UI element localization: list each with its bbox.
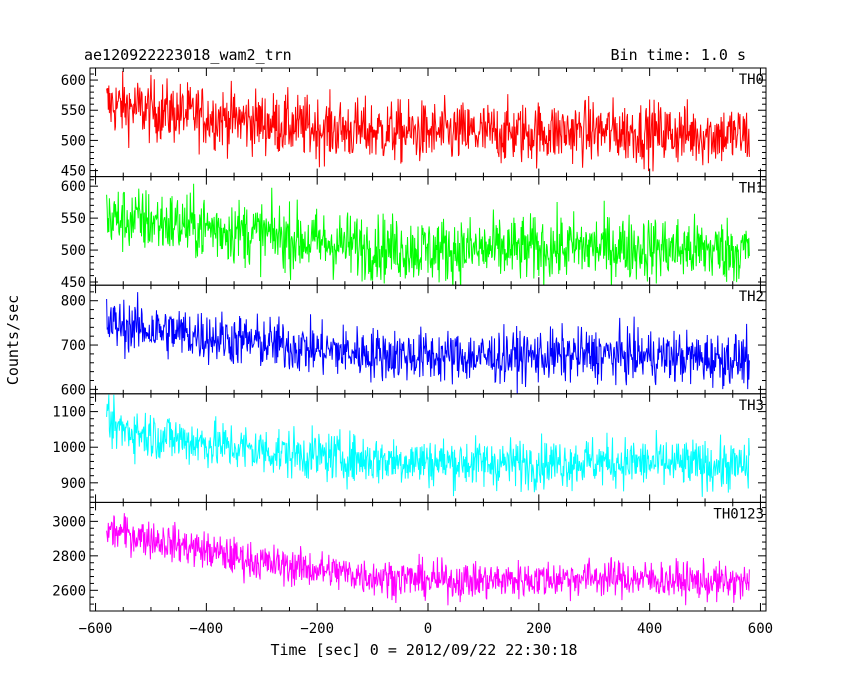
panel-label-th0: TH0 [739,72,764,88]
series-line-th3 [106,394,750,497]
y-tick-label: 3000 [52,514,86,530]
x-tick-label: 400 [637,621,662,637]
bin-time-label: Bin time: 1.0 s [611,46,746,64]
x-tick-label: 600 [748,621,773,637]
x-tick-label: 0 [424,621,432,637]
x-tick-label: −400 [190,621,224,637]
panel-th0123: 2600 2800 3000 TH0123 [52,501,767,612]
panel-label-th0123: TH0123 [713,506,764,522]
panel-label-th3: TH3 [739,398,764,414]
panel-label-th1: TH1 [739,181,764,197]
y-tick-label: 2800 [52,549,86,565]
y-tick-label: 450 [61,275,86,291]
y-tick-label: 600 [61,179,86,195]
panel-frame [89,501,767,612]
series-line-th0 [106,71,750,172]
x-tick-label: 200 [526,621,551,637]
panel-th3: 900 1000 1100 TH3 [52,393,767,503]
panel-frame [89,284,767,395]
y-tick-label: 500 [61,133,86,149]
y-tick-label: 2600 [52,583,86,599]
y-tick-label: 600 [61,382,86,398]
series-line-th0123 [106,513,750,606]
y-axis-label: Counts/sec [4,295,22,385]
y-tick-label: 450 [61,164,86,180]
panel-th1: 450 500 550 600 TH1 [61,176,767,291]
plot-title: ae120922223018_wam2_trn [84,46,292,64]
panel-label-th2: TH2 [739,289,764,305]
y-tick-label: 800 [61,294,86,310]
panels-group: 450 500 550 600 TH0 450 500 550 600 TH1 600 700 800 T… [52,67,773,637]
x-tick-label: −600 [79,621,113,637]
y-tick-label: 700 [61,338,86,354]
panel-th0: 450 500 550 600 TH0 [61,67,767,180]
y-tick-label: 550 [61,103,86,119]
x-axis-label: Time [sec] 0 = 2012/09/22 22:30:18 [270,641,577,659]
series-line-th1 [106,183,750,286]
x-tick-label: −200 [300,621,334,637]
panel-th2: 600 700 800 TH2 [61,284,767,398]
series-line-th2 [106,292,750,394]
y-tick-label: 550 [61,211,86,227]
y-tick-label: 500 [61,243,86,259]
y-tick-label: 1100 [52,405,86,421]
y-tick-label: 1000 [52,440,86,456]
y-tick-label: 600 [61,73,86,89]
y-tick-label: 900 [61,476,86,492]
